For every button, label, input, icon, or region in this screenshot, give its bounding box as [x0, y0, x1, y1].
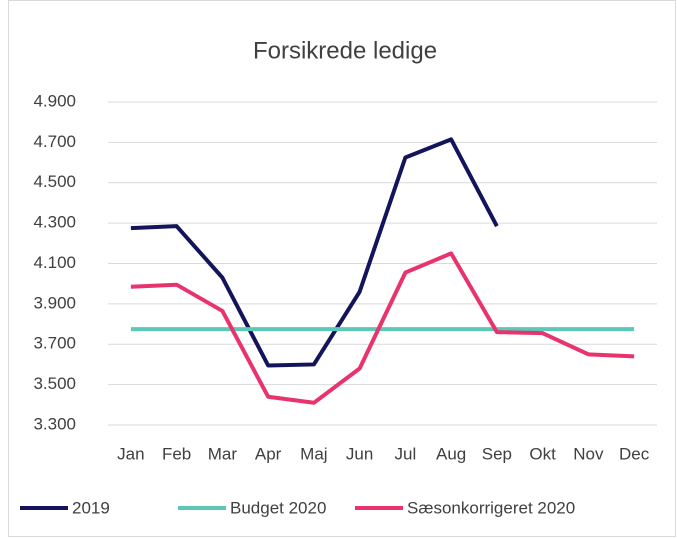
x-tick-label: Apr — [255, 444, 282, 463]
y-tick-label: 3.900 — [33, 293, 76, 312]
y-tick-label: 3.700 — [33, 334, 76, 353]
x-tick-label: Mar — [208, 444, 238, 463]
y-tick-label: 4.300 — [33, 213, 76, 232]
x-tick-label: Jun — [346, 444, 373, 463]
x-tick-label: Jan — [117, 444, 144, 463]
y-tick-label: 4.700 — [33, 132, 76, 151]
chart-title: Forsikrede ledige — [253, 37, 437, 64]
legend-label: Budget 2020 — [230, 498, 326, 517]
line-series — [130, 251, 635, 405]
y-tick-label: 4.900 — [33, 91, 76, 110]
x-tick-label: Aug — [436, 444, 466, 463]
chart-frame — [8, 0, 676, 537]
y-tick-label: 3.300 — [33, 414, 76, 433]
x-tick-label: Sep — [482, 444, 512, 463]
legend-label: Sæsonkorrigeret 2020 — [407, 498, 575, 517]
y-tick-label: 4.100 — [33, 253, 76, 272]
x-tick-label: Jul — [395, 444, 417, 463]
y-tick-label: 4.500 — [33, 172, 76, 191]
x-tick-label: Maj — [300, 444, 327, 463]
x-tick-label: Nov — [573, 444, 604, 463]
x-tick-label: Dec — [619, 444, 650, 463]
line-series — [130, 137, 499, 368]
x-tick-label: Feb — [162, 444, 191, 463]
y-tick-label: 3.500 — [33, 374, 76, 393]
x-tick-label: Okt — [529, 444, 556, 463]
legend-label: 2019 — [72, 498, 110, 517]
